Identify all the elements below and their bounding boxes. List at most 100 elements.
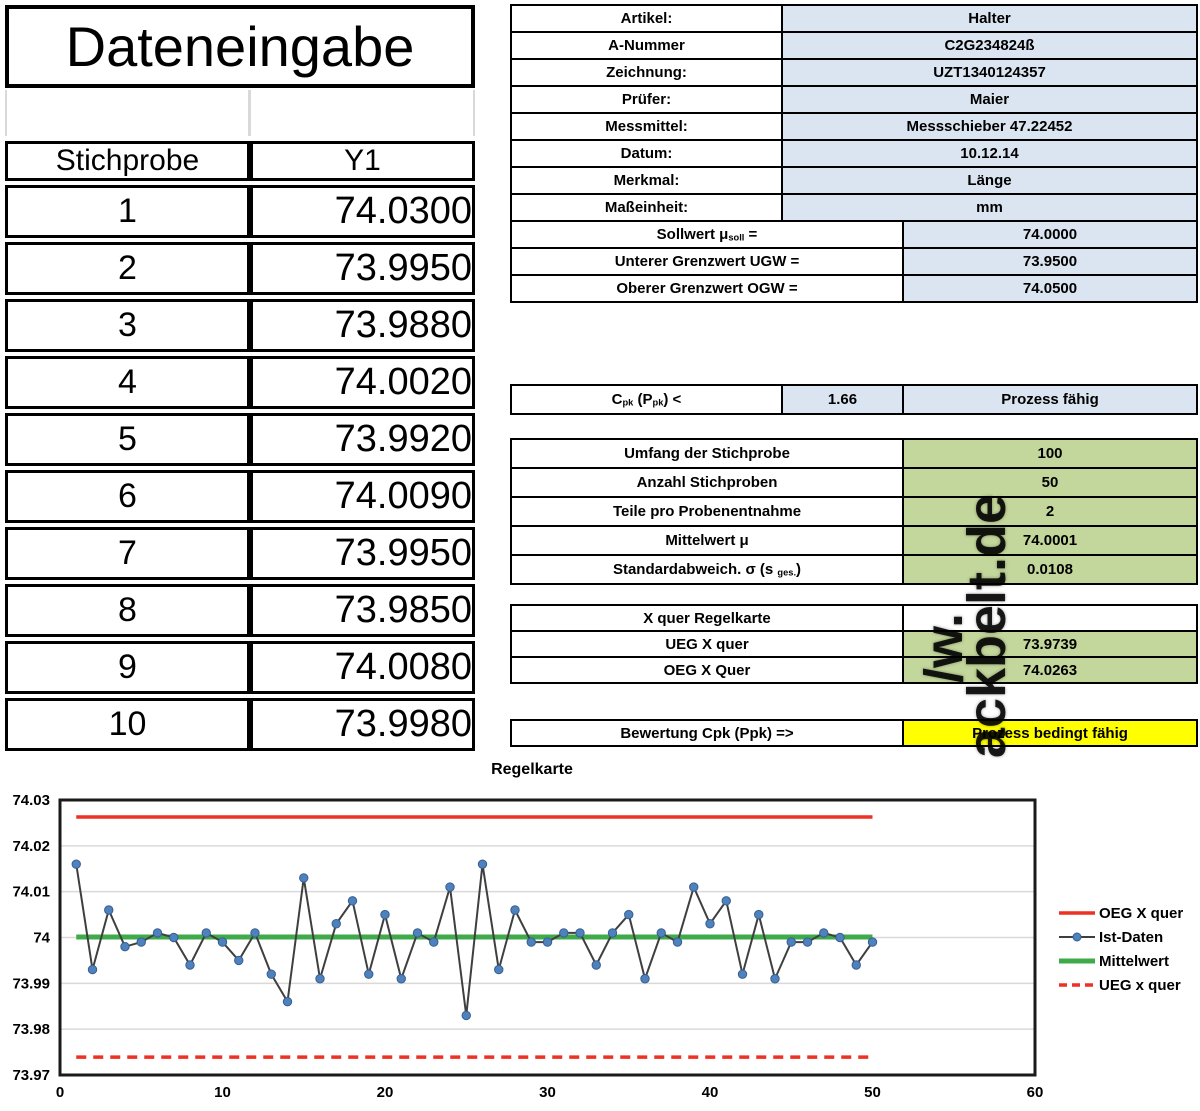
- info-row: Merkmal: Länge: [510, 166, 1198, 195]
- empty-cell: [902, 604, 1198, 632]
- data-point: [835, 932, 845, 943]
- data-point: [786, 937, 796, 947]
- data-point: [802, 937, 813, 947]
- sample-row: 10 73.9980: [5, 698, 475, 751]
- cpk-row: Cpk (Ppk) < 1.66 Prozess fähig: [510, 384, 1198, 415]
- xquer-header-row: X quer Regelkarte: [510, 604, 1198, 632]
- legend-key: [1059, 983, 1095, 987]
- legend-key: [1059, 958, 1095, 964]
- info-row: A-Nummer C2G234824ß: [510, 31, 1198, 60]
- cpk-label: Cpk (Ppk) <: [510, 384, 783, 415]
- data-point: [477, 859, 488, 869]
- sample-number-cell: 5: [5, 413, 250, 466]
- stats-value-cell[interactable]: 50: [902, 467, 1198, 498]
- xquer-header: X quer Regelkarte: [510, 604, 904, 632]
- ist-daten-line: [75, 864, 874, 1016]
- data-point: [201, 928, 211, 938]
- sample-value-cell[interactable]: 74.0020: [250, 356, 475, 409]
- info-value-cell[interactable]: Halter: [781, 4, 1198, 33]
- subscript-text: ges.: [777, 567, 797, 578]
- info-value-cell[interactable]: Messschieber 47.22452: [781, 112, 1198, 141]
- sample-value-cell[interactable]: 74.0090: [250, 470, 475, 523]
- sample-data-table: Stichprobe Y1 1 74.0300 2 73.9950 3 73.9880 4 7…: [5, 137, 475, 755]
- chart-title: Regelkarte: [491, 761, 573, 778]
- y-axis-tick-label: 73.97: [12, 1067, 50, 1084]
- data-point: [526, 937, 536, 947]
- sample-value-cell[interactable]: 73.9980: [250, 698, 475, 751]
- data-point: [721, 896, 731, 906]
- data-point: [169, 932, 179, 943]
- sample-value-cell[interactable]: 73.9850: [250, 584, 475, 637]
- sample-value-cell[interactable]: 73.9880: [250, 299, 475, 352]
- data-point: [510, 905, 520, 915]
- info-value-cell[interactable]: 74.0000: [902, 220, 1198, 249]
- sample-row: 7 73.9950: [5, 527, 475, 580]
- data-point: [429, 937, 439, 947]
- cpk-table: Cpk (Ppk) < 1.66 Prozess fähig: [510, 384, 1198, 415]
- info-value-cell[interactable]: 73.9500: [902, 247, 1198, 276]
- sample-value-cell[interactable]: 73.9920: [250, 413, 475, 466]
- subscript-text: pk: [622, 397, 634, 408]
- cpk-value-cell[interactable]: 1.66: [781, 384, 904, 415]
- data-point: [624, 909, 634, 920]
- legend-label: UEG x quer: [1099, 976, 1181, 994]
- cpk-verdict-cell[interactable]: Prozess fähig: [902, 384, 1198, 415]
- dateneingabe-title: Dateneingabe: [5, 5, 475, 88]
- data-point: [87, 964, 98, 975]
- info-value-cell[interactable]: C2G234824ß: [781, 31, 1198, 60]
- sample-value-cell[interactable]: 73.9950: [250, 242, 475, 295]
- data-point: [575, 928, 585, 938]
- info-value-cell[interactable]: Maier: [781, 85, 1198, 114]
- y-axis-tick-label: 73.99: [12, 975, 50, 992]
- info-row: Artikel: Halter: [510, 4, 1198, 33]
- sample-number-cell: 7: [5, 527, 250, 580]
- sample-value-cell[interactable]: 73.9950: [250, 527, 475, 580]
- data-point: [396, 974, 406, 984]
- info-row: Unterer Grenzwert UGW = 73.9500: [510, 247, 1198, 276]
- stats-value-cell[interactable]: 2: [902, 496, 1198, 527]
- info-row: Oberer Grenzwert OGW = 74.0500: [510, 274, 1198, 303]
- info-label: A-Nummer: [510, 31, 783, 60]
- column-header-stichprobe: Stichprobe: [5, 141, 250, 181]
- stats-value-cell[interactable]: 0.0108: [902, 554, 1198, 585]
- info-label: Maßeinheit:: [510, 193, 783, 222]
- data-point: [234, 955, 244, 966]
- stats-label: Teile pro Probenentnahme: [510, 496, 904, 527]
- info-value-cell[interactable]: 10.12.14: [781, 139, 1198, 168]
- label-text: =: [744, 226, 758, 243]
- stats-row: Standardabweich. σ (s ges.) 0.0108: [510, 554, 1198, 585]
- xquer-value-cell[interactable]: 73.9739: [902, 630, 1198, 658]
- data-point: [299, 873, 309, 883]
- data-point: [705, 919, 715, 929]
- data-point: [315, 974, 325, 984]
- info-row: Zeichnung: UZT1340124357: [510, 58, 1198, 87]
- data-point: [754, 909, 764, 920]
- label-text: ) <: [663, 391, 682, 408]
- data-point: [185, 960, 195, 970]
- data-point: [152, 928, 163, 938]
- info-value-cell[interactable]: mm: [781, 193, 1198, 222]
- control-chart: 74.03 74.02 74.01 74 73.99 73.98 73.97 0 10 20 30 4…: [12, 792, 1043, 1101]
- data-point: [250, 928, 260, 938]
- sample-value-cell[interactable]: 74.0300: [250, 185, 475, 238]
- info-label: Zeichnung:: [510, 58, 783, 87]
- stats-label: Anzahl Stichproben: [510, 467, 904, 498]
- info-value-cell[interactable]: 74.0500: [902, 274, 1198, 303]
- x-axis-tick-label: 30: [539, 1084, 556, 1101]
- sample-value-cell[interactable]: 74.0080: [250, 641, 475, 694]
- bewertung-result-cell[interactable]: Prozess bedingt fähig: [902, 719, 1198, 747]
- x-axis-tick-label: 20: [377, 1084, 394, 1101]
- stats-value-cell[interactable]: 100: [902, 438, 1198, 469]
- stats-row: Mittelwert μ 74.0001: [510, 525, 1198, 556]
- subscript-text: soll: [728, 232, 745, 243]
- info-value-cell[interactable]: Länge: [781, 166, 1198, 195]
- legend-item-ist-daten: Ist-Daten: [1058, 925, 1183, 949]
- legend-item-mittelwert: Mittelwert: [1058, 949, 1183, 973]
- info-value-cell[interactable]: UZT1340124357: [781, 58, 1198, 87]
- data-point: [607, 928, 618, 938]
- legend-label: OEG X quer: [1099, 904, 1184, 922]
- data-point: [461, 1010, 471, 1021]
- xquer-value-cell[interactable]: 74.0263: [902, 656, 1198, 684]
- data-point: [867, 937, 878, 947]
- stats-value-cell[interactable]: 74.0001: [902, 525, 1198, 556]
